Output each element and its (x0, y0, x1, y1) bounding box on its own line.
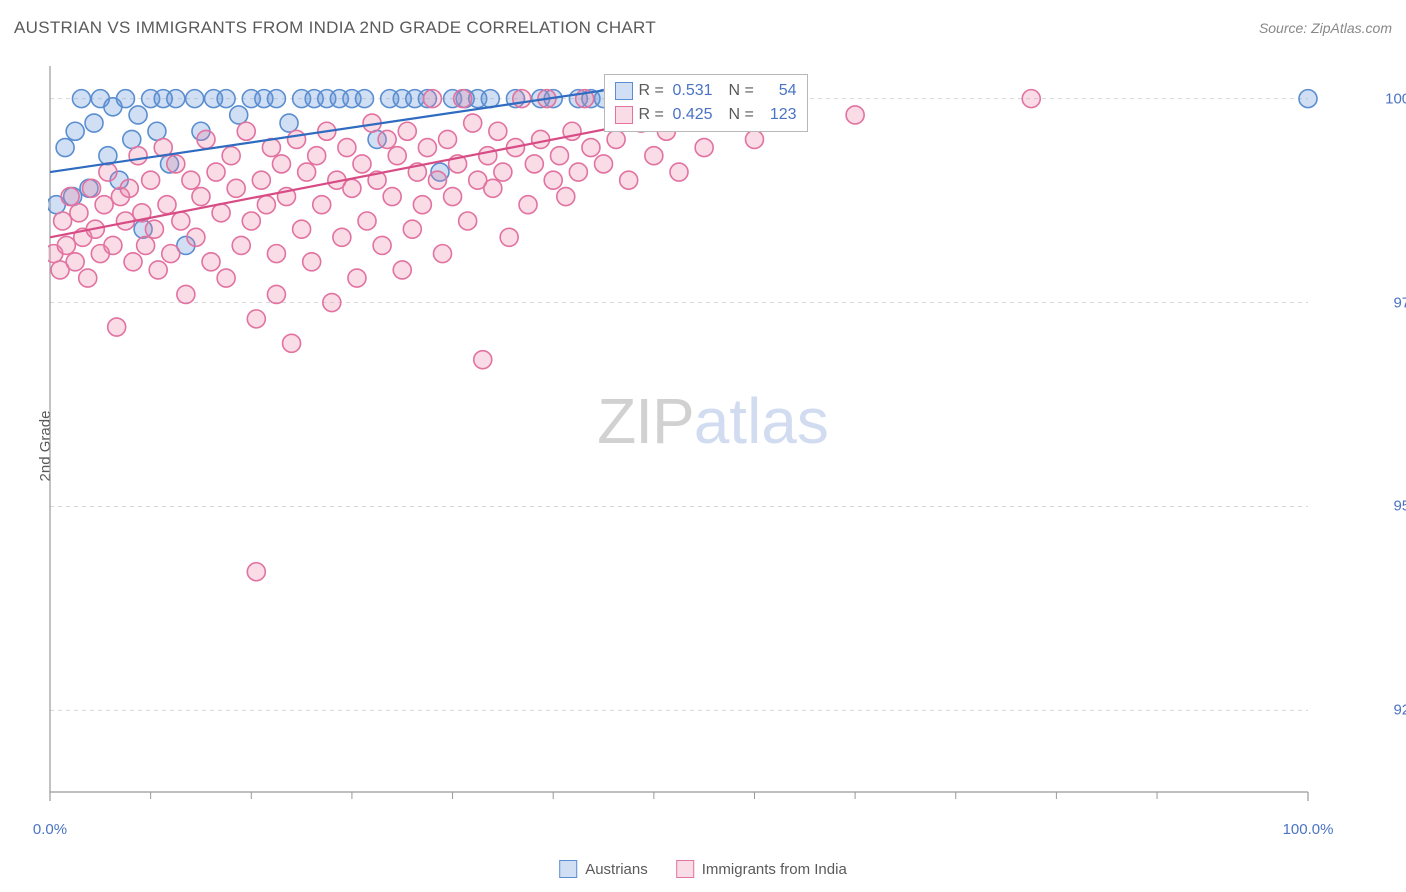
y-tick-label: 100.0% (1385, 90, 1406, 107)
stats-row-india: R = 0.425 N = 123 (615, 103, 797, 127)
legend-item-india: Immigrants from India (676, 860, 847, 878)
source-attribution: Source: ZipAtlas.com (1259, 20, 1392, 36)
legend-item-austrians: Austrians (559, 860, 648, 878)
correlation-stats-box: R = 0.531 N = 54 R = 0.425 N = 123 (604, 74, 808, 132)
legend-label: Austrians (585, 861, 648, 878)
legend-label: Immigrants from India (702, 861, 847, 878)
scatter-plot-svg (48, 62, 1378, 810)
stats-row-austrians: R = 0.531 N = 54 (615, 79, 797, 103)
y-tick-label: 92.5% (1393, 702, 1406, 719)
chart-plot-area: ZIPatlas 92.5%95.0%97.5%100.0% 0.0%100.0… (48, 62, 1378, 810)
chart-title: AUSTRIAN VS IMMIGRANTS FROM INDIA 2ND GR… (14, 18, 656, 38)
legend: Austrians Immigrants from India (559, 860, 847, 878)
y-tick-label: 97.5% (1393, 294, 1406, 311)
x-tick-label: 0.0% (33, 821, 67, 838)
x-tick-label: 100.0% (1283, 821, 1334, 838)
y-tick-label: 95.0% (1393, 498, 1406, 515)
